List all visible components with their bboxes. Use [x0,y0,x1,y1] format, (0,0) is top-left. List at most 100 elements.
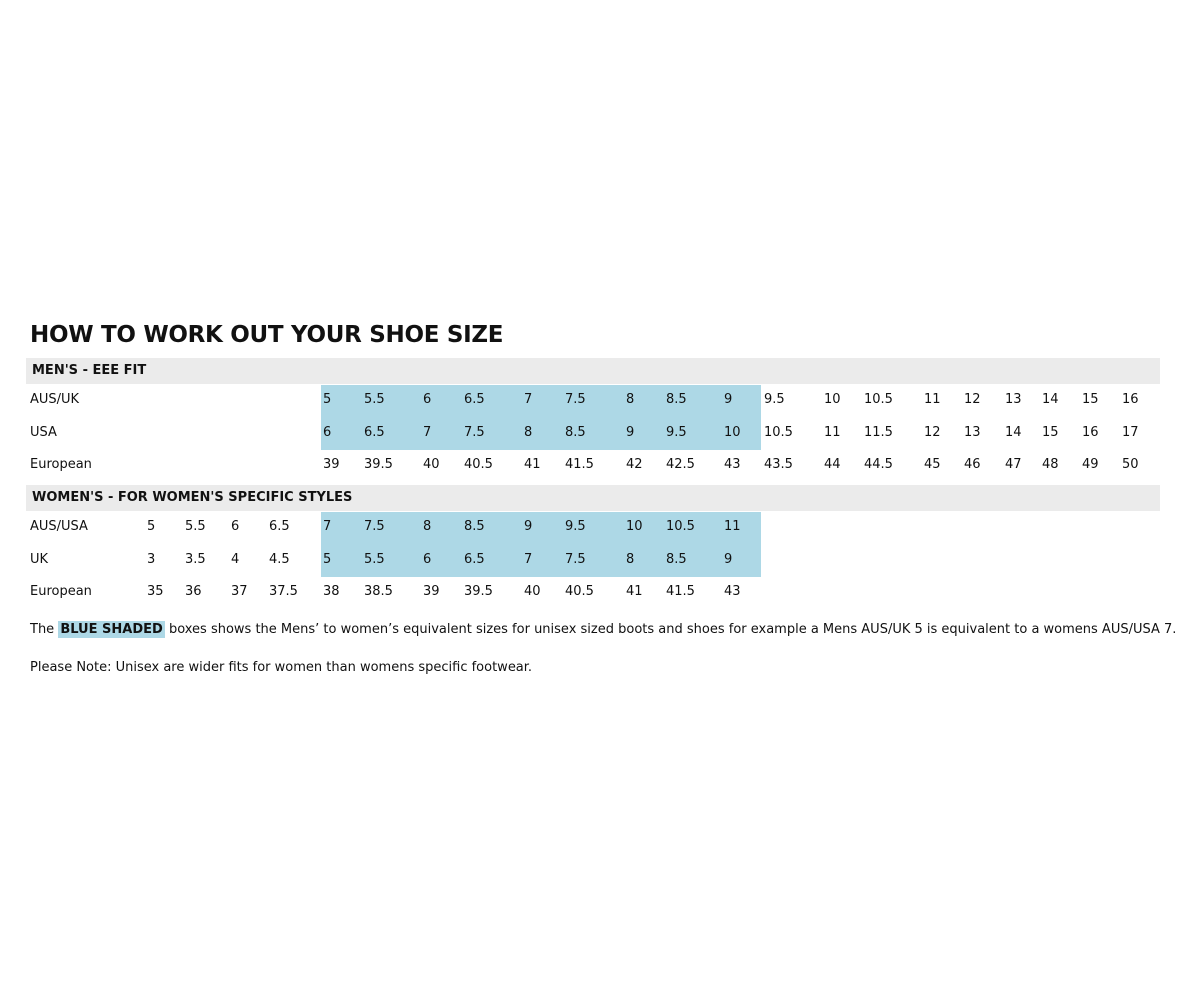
womens-size-cell: 37 [231,584,248,599]
mens-size-cell: 14 [1042,392,1059,407]
womens-size-cell: 6 [423,551,432,567]
womens-size-cell: 3.5 [185,551,206,567]
mens-size-cell: 6.5 [364,424,385,440]
mens-size-cell: 13 [1005,392,1022,407]
mens-size-cell: 7 [524,392,533,407]
mens-size-cell: 5 [323,392,332,407]
note-text: boxes shows the Mens’ to women’s equival… [168,622,1177,637]
mens-size-cell: 9.5 [666,424,687,440]
mens-size-cell: 7.5 [464,424,485,440]
mens-size-cell: 15 [1042,424,1059,440]
mens-size-cell: 45 [924,457,941,472]
womens-size-cell: 38.5 [364,584,393,599]
mens-size-cell: 8 [524,424,533,440]
mens-size-cell: 13 [964,424,981,440]
mens-size-cell: 44 [824,457,841,472]
womens-row-label: European [30,584,92,599]
womens-size-cell: 40 [524,584,541,599]
womens-size-cell: 9 [724,551,733,567]
womens-size-cell: 4.5 [269,551,290,567]
mens-size-cell: 10.5 [764,424,793,440]
mens-size-cell: 8 [626,392,635,407]
mens-size-cell: 11.5 [864,424,893,440]
womens-size-cell: 8 [626,551,635,567]
womens-size-cell: 3 [147,551,156,567]
mens-heading: MEN'S - EEE FIT [32,363,147,378]
note-text: The [30,622,55,637]
mens-size-cell: 49 [1082,457,1099,472]
mens-size-cell: 15 [1082,392,1099,407]
womens-size-cell: 11 [724,519,741,534]
mens-size-cell: 11 [824,424,841,440]
mens-size-cell: 6 [423,392,432,407]
mens-size-cell: 41.5 [565,457,594,472]
womens-heading: WOMEN'S - FOR WOMEN'S SPECIFIC STYLES [32,490,353,505]
womens-size-cell: 4 [231,551,240,567]
mens-size-cell: 46 [964,457,981,472]
mens-size-cell: 11 [924,392,941,407]
mens-size-cell: 43 [724,457,741,472]
womens-size-cell: 36 [185,584,202,599]
mens-header-band: MEN'S - EEE FIT [26,358,1160,384]
mens-size-cell: 10.5 [864,392,893,407]
womens-size-cell: 8.5 [464,519,485,534]
womens-size-cell: 7.5 [364,519,385,534]
womens-size-cell: 39.5 [464,584,493,599]
mens-size-cell: 44.5 [864,457,893,472]
womens-size-cell: 5.5 [364,551,385,567]
womens-size-cell: 37.5 [269,584,298,599]
womens-size-cell: 41 [626,584,643,599]
mens-size-cell: 7.5 [565,392,586,407]
mens-row-label: USA [30,424,57,440]
womens-size-cell: 5 [323,551,332,567]
mens-size-cell: 42 [626,457,643,472]
mens-size-cell: 12 [964,392,981,407]
womens-size-cell: 35 [147,584,164,599]
mens-row-label: AUS/UK [30,392,80,407]
womens-size-cell: 8 [423,519,432,534]
mens-size-cell: 17 [1122,424,1139,440]
womens-size-cell: 5 [147,519,156,534]
womens-size-cell: 8.5 [666,551,687,567]
womens-size-cell: 10 [626,519,643,534]
mens-size-cell: 9.5 [764,392,785,407]
womens-size-cell: 6 [231,519,240,534]
mens-blue-shaded-area [321,385,761,450]
womens-size-cell: 5.5 [185,519,206,534]
mens-size-cell: 8.5 [565,424,586,440]
womens-size-cell: 40.5 [565,584,594,599]
womens-size-cell: 38 [323,584,340,599]
page-title: HOW TO WORK OUT YOUR SHOE SIZE [30,322,504,348]
womens-size-cell: 9 [524,519,533,534]
mens-size-cell: 42.5 [666,457,695,472]
mens-size-cell: 14 [1005,424,1022,440]
womens-blue-shaded-area [321,512,761,577]
womens-size-cell: 39 [423,584,440,599]
mens-size-cell: 7 [423,424,432,440]
mens-size-cell: 16 [1082,424,1099,440]
womens-row-label: AUS/USA [30,519,88,534]
womens-size-cell: 6.5 [464,551,485,567]
womens-size-cell: 7 [524,551,533,567]
mens-size-cell: 41 [524,457,541,472]
mens-size-cell: 6 [323,424,332,440]
womens-size-cell: 9.5 [565,519,586,534]
mens-size-cell: 48 [1042,457,1059,472]
mens-size-cell: 9 [724,392,733,407]
mens-size-cell: 16 [1122,392,1139,407]
mens-size-cell: 43.5 [764,457,793,472]
mens-size-cell: 39 [323,457,340,472]
mens-size-cell: 40 [423,457,440,472]
blue-shaded-note: The BLUE SHADED boxes shows the Mens’ to… [30,621,1177,638]
womens-size-cell: 41.5 [666,584,695,599]
mens-size-cell: 6.5 [464,392,485,407]
mens-size-cell: 10 [724,424,741,440]
mens-size-cell: 5.5 [364,392,385,407]
womens-size-cell: 10.5 [666,519,695,534]
womens-row-label: UK [30,551,49,567]
mens-row-label: European [30,457,92,472]
mens-size-cell: 50 [1122,457,1139,472]
mens-size-cell: 39.5 [364,457,393,472]
mens-size-cell: 47 [1005,457,1022,472]
